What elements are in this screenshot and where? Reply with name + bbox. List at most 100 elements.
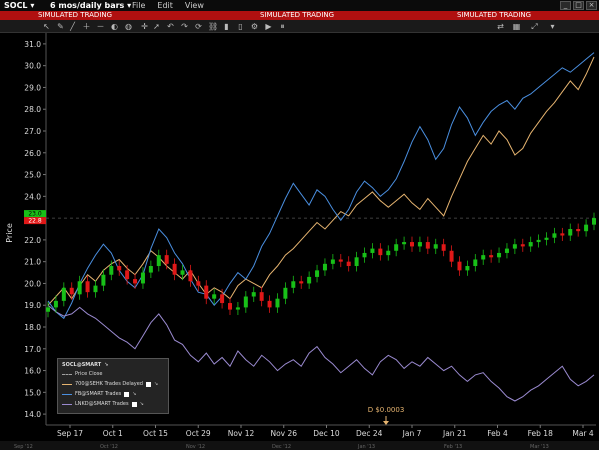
y-tick-label: 17.0 — [24, 345, 41, 354]
candle-body — [77, 281, 82, 295]
link-icon[interactable]: ⛓ — [208, 22, 219, 31]
zoom-in-icon[interactable]: ＋ — [82, 22, 91, 31]
cursor-icon[interactable]: ↖ — [43, 22, 50, 31]
candle-body — [156, 255, 161, 267]
undo-icon[interactable]: ↶ — [167, 22, 174, 31]
settings-icon[interactable]: ⚙ — [250, 22, 259, 31]
candle-body — [204, 285, 209, 299]
y-tick-label: 14.0 — [24, 410, 41, 419]
legend-swatch-lnkd — [62, 403, 72, 405]
bars-icon[interactable]: ▮ — [224, 22, 229, 31]
draw-icon[interactable]: ✎ — [57, 22, 64, 31]
y-tick-label: 30.0 — [24, 62, 41, 71]
sync-icon[interactable]: ⇄ — [497, 22, 504, 31]
symbol-selector[interactable]: SOCL ▾ — [4, 1, 35, 10]
play-icon[interactable]: ▶ — [265, 22, 272, 31]
y-tick-label: 31.0 — [24, 40, 41, 49]
price-tag-lower — [24, 217, 46, 225]
month-tick-label: Dec '12 — [272, 444, 291, 450]
close-icon[interactable]: × — [586, 1, 597, 10]
candle-body — [568, 229, 573, 236]
candle-body — [465, 266, 470, 271]
legend-checkbox-fb[interactable] — [124, 391, 130, 397]
candle-body — [457, 261, 462, 271]
dividend-annotation-text: D $0.0003 — [368, 406, 405, 414]
candle-body — [164, 255, 169, 264]
legend-title-arrow-icon[interactable]: ↘ — [104, 362, 109, 368]
x-tick-label: Feb 4 — [487, 429, 508, 438]
candle-body — [212, 294, 217, 299]
layout-icon[interactable]: ▦ — [512, 22, 521, 31]
y-tick-label: 24.0 — [24, 192, 41, 201]
candle-body — [386, 250, 391, 256]
x-tick-label: Nov 12 — [228, 429, 255, 438]
legend-checkbox-700[interactable] — [145, 381, 151, 387]
candle-body — [140, 272, 145, 284]
chart-legend: SOCL@SMART ↘ Price Close 700@SEHK Trades… — [57, 358, 169, 414]
candle-body — [315, 270, 320, 277]
legend-swatch-fb — [62, 393, 72, 395]
arrow-icon[interactable]: ➚ — [153, 22, 160, 31]
color-icon[interactable]: ◐ — [111, 22, 118, 31]
month-tick-label: Mar '13 — [530, 444, 549, 450]
legend-row-price-close[interactable]: Price Close — [62, 370, 102, 378]
candle-body — [180, 270, 185, 275]
candle-body — [220, 294, 225, 304]
legend-row-lnkd[interactable]: LNKD@SMART Trades ↘ — [62, 400, 144, 408]
candle-body — [560, 233, 565, 236]
candle-body — [433, 244, 438, 249]
candle-body — [228, 303, 232, 310]
candle-body — [133, 279, 138, 284]
zoom-out-icon[interactable]: － — [96, 22, 105, 31]
legend-swatch-price — [62, 373, 72, 375]
refresh-icon[interactable]: ⟳ — [195, 22, 202, 31]
candle-body — [378, 248, 383, 256]
maximize-icon[interactable]: □ — [573, 1, 584, 10]
minimize-icon[interactable]: _ — [560, 1, 571, 10]
period-selector[interactable]: 6 mos/daily bars ▾ — [50, 1, 132, 10]
crosshair-icon[interactable]: ✛ — [141, 22, 148, 31]
close-icon[interactable]: ▾ — [550, 22, 555, 31]
legend-arrow-fb-icon[interactable]: ↘ — [132, 391, 137, 397]
candle-body — [473, 259, 478, 267]
legend-row-700[interactable]: 700@SEHK Trades Delayed ↘ — [62, 380, 158, 388]
redo-icon[interactable]: ↷ — [181, 22, 188, 31]
price-tag-upper-text: 23.0 — [28, 211, 42, 218]
x-tick-label: Dec 10 — [313, 429, 340, 438]
banner-text-center: SIMULATED TRADING — [260, 11, 335, 19]
price-tag-upper — [24, 210, 46, 218]
expand-icon[interactable]: ⤢ — [531, 22, 538, 31]
legend-title-text: SOCL@SMART — [62, 362, 102, 368]
legend-label-lnkd: LNKD@SMART Trades — [75, 401, 129, 407]
y-tick-label: 18.0 — [24, 323, 41, 332]
globe-icon[interactable]: ◍ — [125, 22, 132, 31]
menu-file[interactable]: File — [132, 1, 146, 10]
legend-checkbox-lnkd[interactable] — [131, 401, 137, 407]
x-tick-label: Oct 1 — [103, 429, 123, 438]
series-line-fb-smart — [47, 52, 595, 320]
banner-text-right: SIMULATED TRADING — [457, 11, 532, 19]
month-tick-label: Jan '13 — [357, 444, 375, 450]
candle-body — [497, 252, 502, 258]
y-tick-label: 22.0 — [24, 236, 41, 245]
legend-title: SOCL@SMART ↘ — [62, 361, 108, 369]
pause-icon[interactable]: ⏸ — [280, 22, 285, 31]
y-tick-label: 20.0 — [24, 279, 41, 288]
candle-body — [243, 296, 248, 308]
x-tick-label: Oct 29 — [186, 429, 211, 438]
candle-body — [489, 255, 494, 258]
x-tick-label: Sep 17 — [57, 429, 83, 438]
candle-body — [251, 292, 256, 297]
candle-body — [394, 244, 399, 251]
candles-icon[interactable]: ▯ — [238, 22, 243, 31]
legend-row-fb[interactable]: FB@SMART Trades ↘ — [62, 390, 136, 398]
menu-edit[interactable]: Edit — [157, 1, 173, 10]
candle-body — [125, 270, 130, 280]
legend-arrow-lnkd-icon[interactable]: ↘ — [139, 401, 144, 407]
candle-body — [576, 229, 581, 232]
menu-view[interactable]: View — [184, 1, 204, 10]
legend-arrow-700-icon[interactable]: ↘ — [153, 381, 159, 387]
line-icon[interactable]: ╱ — [70, 22, 75, 31]
candle-body — [544, 237, 549, 240]
